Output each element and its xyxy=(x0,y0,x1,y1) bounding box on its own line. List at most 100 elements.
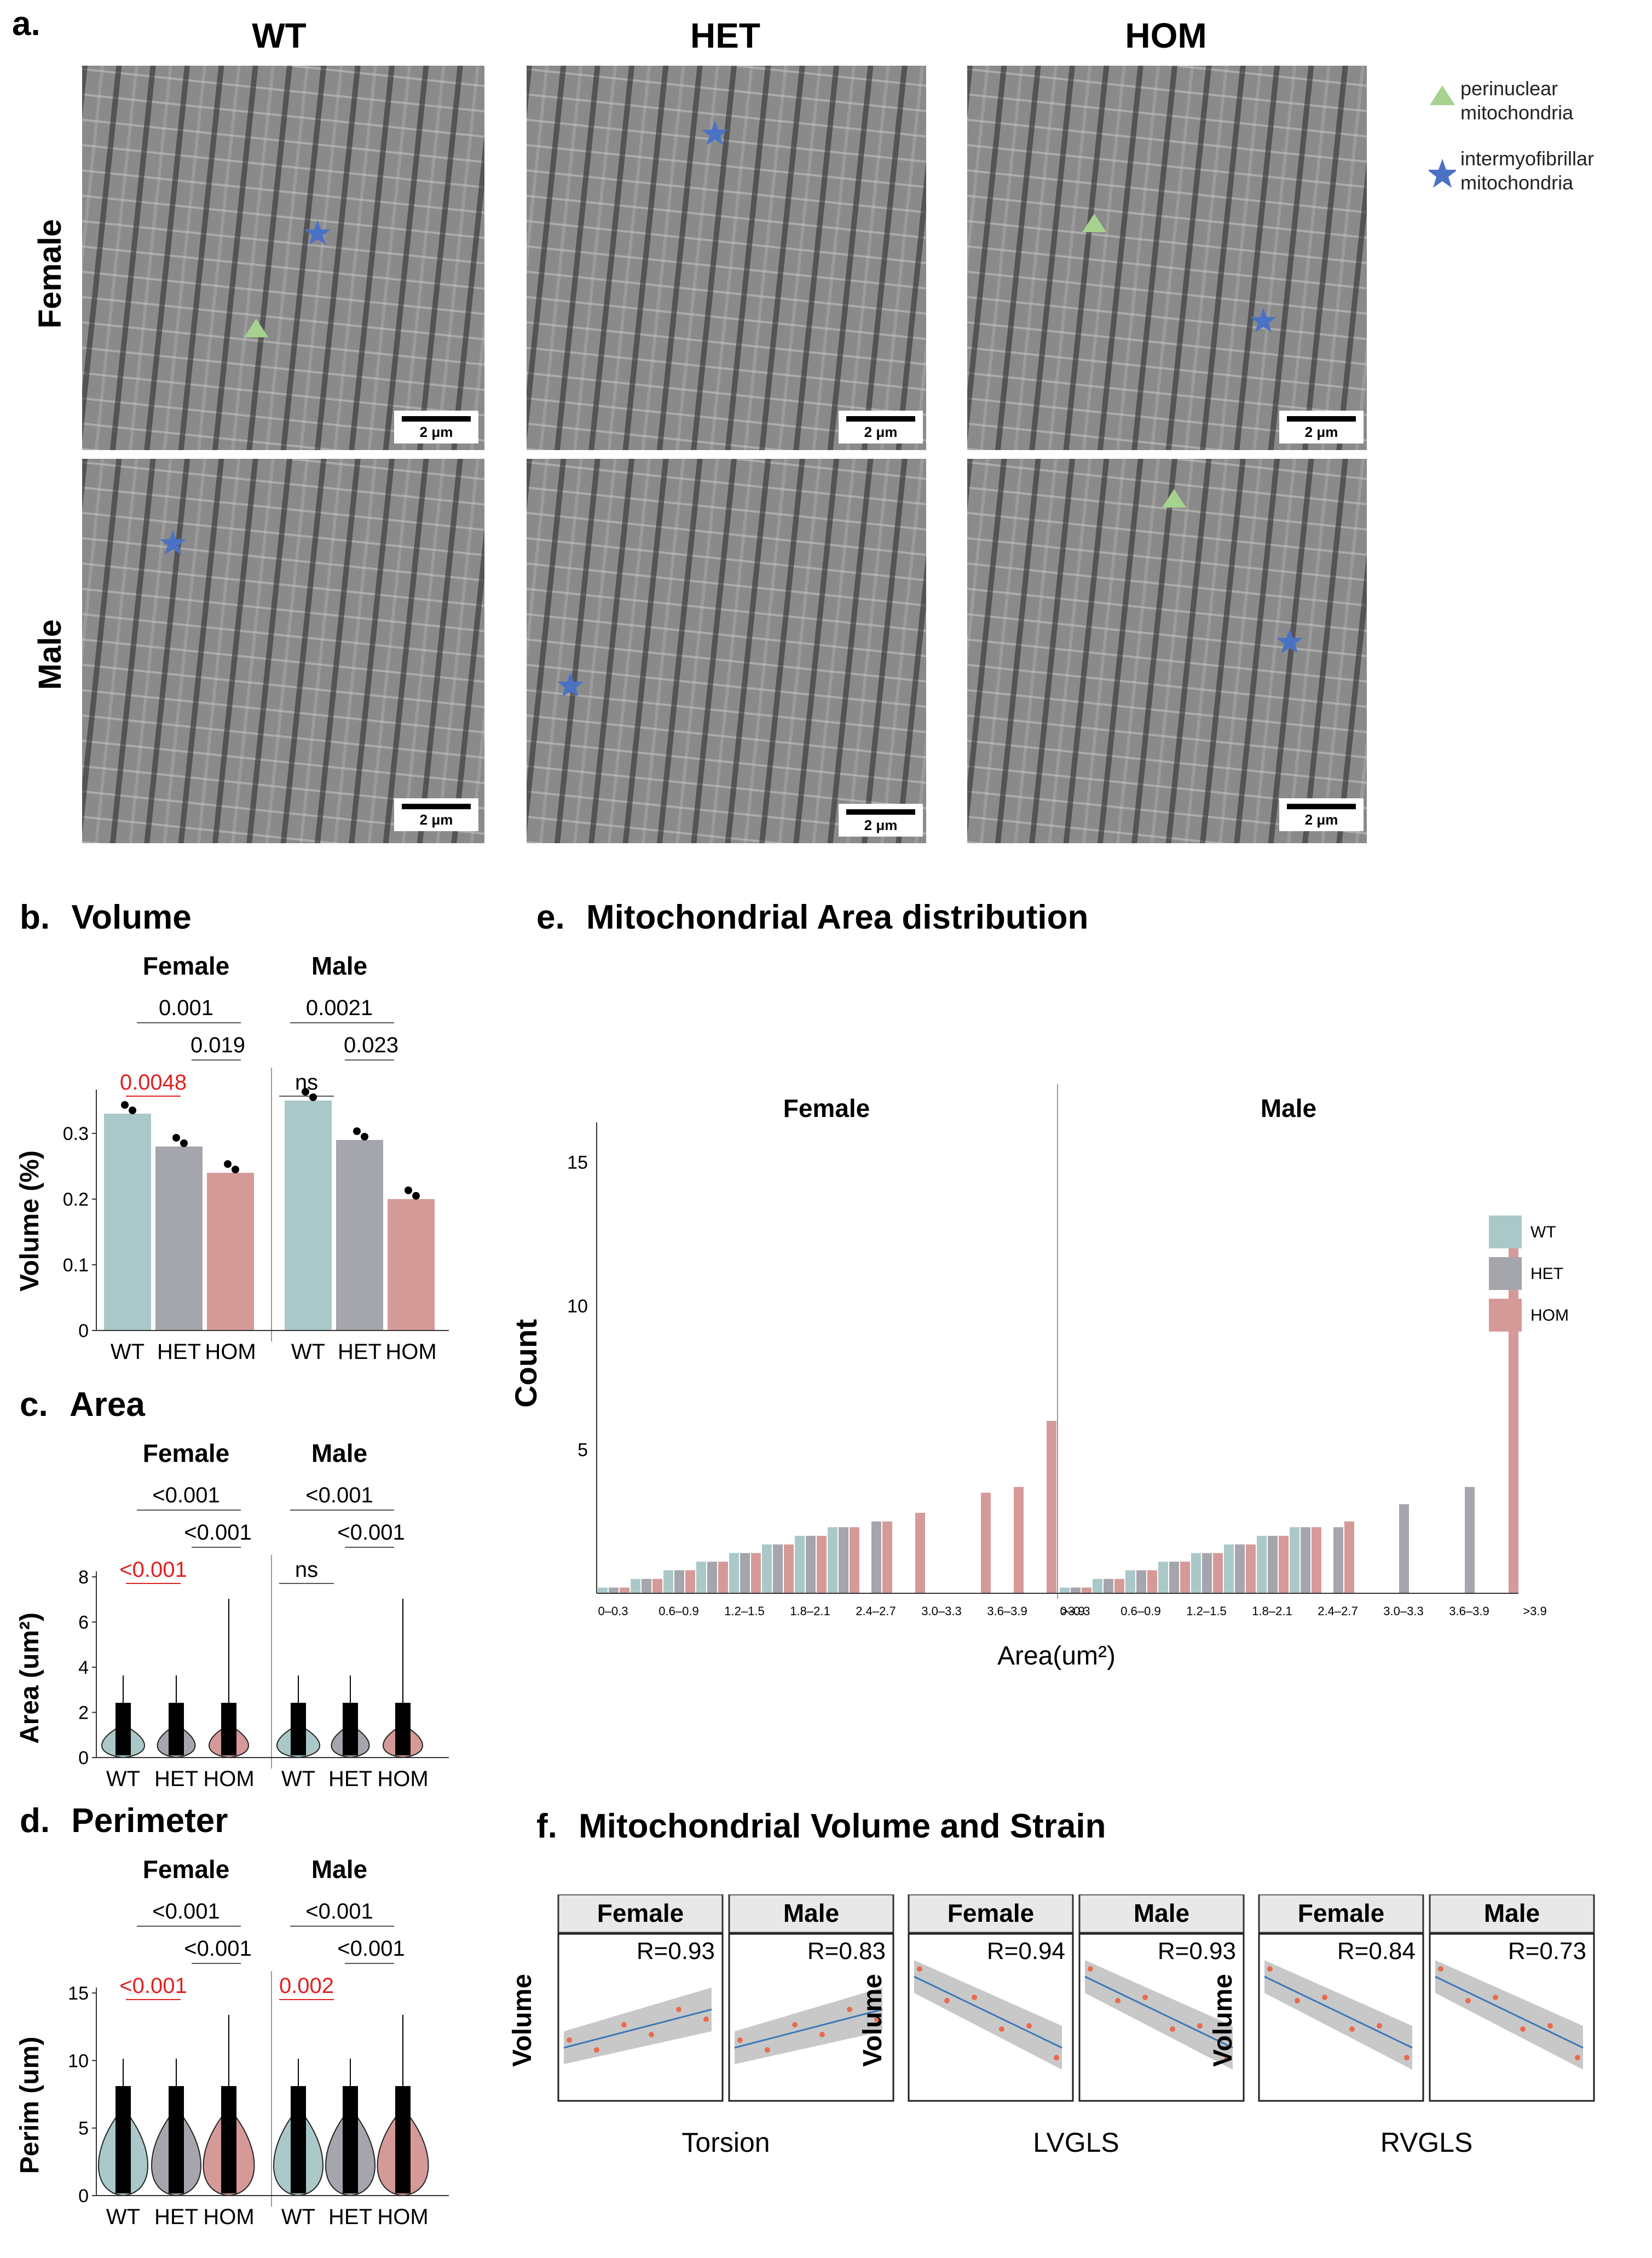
data-point xyxy=(1224,2055,1230,2060)
r-value: R=0.83 xyxy=(807,1938,886,1965)
scale-bar-label: 2 μm xyxy=(864,424,898,440)
data-point xyxy=(594,2047,599,2053)
data-point xyxy=(1026,2023,1032,2029)
facet-title-male: Male xyxy=(311,1439,367,1467)
bar-male-hom xyxy=(1213,1553,1223,1593)
x-tick-label: 2.4–2.7 xyxy=(1318,1604,1358,1618)
bar-female-het xyxy=(707,1562,717,1593)
y-tick-label: 0.2 xyxy=(63,1189,89,1210)
regression-line xyxy=(1264,1975,1413,2049)
bar-male-het xyxy=(1071,1587,1081,1593)
bar-male-het xyxy=(1104,1579,1113,1593)
x-tick-label: HET xyxy=(157,1340,201,1364)
bar-female-het xyxy=(674,1570,684,1593)
facet-strip xyxy=(1429,1894,1595,1934)
facet-title: Female xyxy=(783,1094,870,1122)
data-point xyxy=(917,1966,922,1972)
panel-c-letter: c. xyxy=(20,1386,48,1424)
x-tick-label: 1.8–2.1 xyxy=(790,1604,830,1618)
bar-female-hom xyxy=(207,1173,254,1330)
facet-strip xyxy=(557,1894,724,1934)
facet-title: Female xyxy=(948,1899,1035,1927)
facet-title-male: Male xyxy=(311,1855,367,1883)
pvalue-top: <0.001 xyxy=(305,1899,373,1923)
legend-label: HET xyxy=(1530,1265,1563,1283)
star-icon xyxy=(1429,159,1456,188)
y-tick-label: 5 xyxy=(78,2118,89,2139)
x-tick-label: HET xyxy=(338,1340,382,1364)
triangle-icon xyxy=(1162,489,1186,508)
y-axis-label: Volume (%) xyxy=(15,1150,44,1292)
x-tick-label: HOM xyxy=(377,2205,428,2229)
r-value: R=0.73 xyxy=(1508,1938,1586,1965)
y-tick-label: 0 xyxy=(78,1321,89,1341)
y-tick-label: 15 xyxy=(567,1153,588,1173)
x-axis-label: Torsion xyxy=(681,2127,770,2158)
bar-female-het xyxy=(155,1147,203,1330)
data-point xyxy=(1115,1998,1120,2003)
x-tick-label: WT xyxy=(106,2205,140,2229)
y-tick-label: 10 xyxy=(68,2050,89,2071)
x-tick-label: HOM xyxy=(203,2205,254,2229)
y-axis-label: Volume xyxy=(1209,1974,1238,2067)
y-tick-label: 5 xyxy=(577,1440,588,1461)
em-image-male-hom: 2 μm xyxy=(967,459,1367,843)
r-value: R=0.84 xyxy=(1337,1938,1416,1965)
triangle-icon xyxy=(244,319,268,337)
panel-a-letter: a. xyxy=(12,5,41,43)
data-point xyxy=(405,1186,412,1194)
data-point xyxy=(847,2007,852,2012)
data-point xyxy=(1377,2023,1382,2029)
scale-bar-label: 2 μm xyxy=(419,424,453,440)
x-tick-label: 0.6–0.9 xyxy=(1120,1604,1160,1618)
x-tick-label: 3.6–3.9 xyxy=(987,1604,1027,1618)
data-point xyxy=(180,1139,188,1147)
star-icon xyxy=(702,120,728,145)
confidence-band xyxy=(1085,1960,1233,2070)
perimeter-violin-chart: Female <0.001 <0.001 <0.001 Male <0.001 <0.001… xyxy=(15,1855,449,2229)
pvalue-top: <0.001 xyxy=(152,1483,220,1507)
y-tick-label: 0 xyxy=(78,1748,89,1769)
x-tick-label: 1.2–1.5 xyxy=(724,1604,764,1618)
pvalue-low: ns xyxy=(295,1558,318,1582)
data-point xyxy=(1295,1998,1300,2003)
bar-female-wt xyxy=(762,1544,772,1593)
panel-d-letter: d. xyxy=(20,1802,50,1840)
data-point xyxy=(1142,1995,1148,2000)
scale-bar-label: 2 μm xyxy=(419,811,453,828)
pvalue-top: 0.0021 xyxy=(306,996,373,1020)
bar-female-het xyxy=(839,1527,848,1593)
bar-female-het xyxy=(642,1579,651,1593)
bar-female-hom xyxy=(1014,1487,1024,1593)
em-image-male-het: 2 μm xyxy=(527,459,926,843)
data-point xyxy=(361,1133,368,1140)
bar-male-wt xyxy=(1191,1553,1201,1593)
bar-female-het xyxy=(609,1587,619,1593)
data-point xyxy=(1547,2023,1553,2029)
data-point xyxy=(1170,2026,1175,2032)
area-distribution-chart: Female Male 5 10 15 Count 0–0.3 0.6–0.9 1.2–1.5 1… xyxy=(509,1084,1569,1671)
facet-title-male: Male xyxy=(311,952,367,980)
panel-d-title: d. Perimeter xyxy=(20,1801,228,1840)
facet-strip xyxy=(908,1894,1074,1934)
data-point xyxy=(1054,2055,1059,2060)
y-tick-label: 15 xyxy=(68,1983,89,2004)
x-axis-label: RVGLS xyxy=(1380,2127,1473,2158)
data-point xyxy=(224,1160,232,1168)
em-image-male-wt: 2 μm xyxy=(82,459,484,843)
bar-male-wt xyxy=(285,1101,332,1330)
facet-strip xyxy=(1258,1894,1424,1934)
data-point xyxy=(567,2037,572,2043)
volume-bar-chart: Female0.0010.0190.0048Male0.00210.023ns0… xyxy=(15,952,449,1364)
y-tick-label: 8 xyxy=(78,1567,89,1588)
facet-title-female: Female xyxy=(143,1439,230,1467)
bar-female-hom xyxy=(751,1553,761,1593)
confidence-band xyxy=(564,1988,712,2064)
bar-female-wt xyxy=(795,1536,805,1593)
data-point xyxy=(1520,2026,1526,2032)
panel-c-title-text: Area xyxy=(69,1386,145,1424)
panel-f-letter: f. xyxy=(536,1807,557,1845)
data-point xyxy=(1349,2026,1355,2032)
x-tick-label: WT xyxy=(281,1767,315,1791)
scale-bar-label: 2 μm xyxy=(1304,424,1338,440)
